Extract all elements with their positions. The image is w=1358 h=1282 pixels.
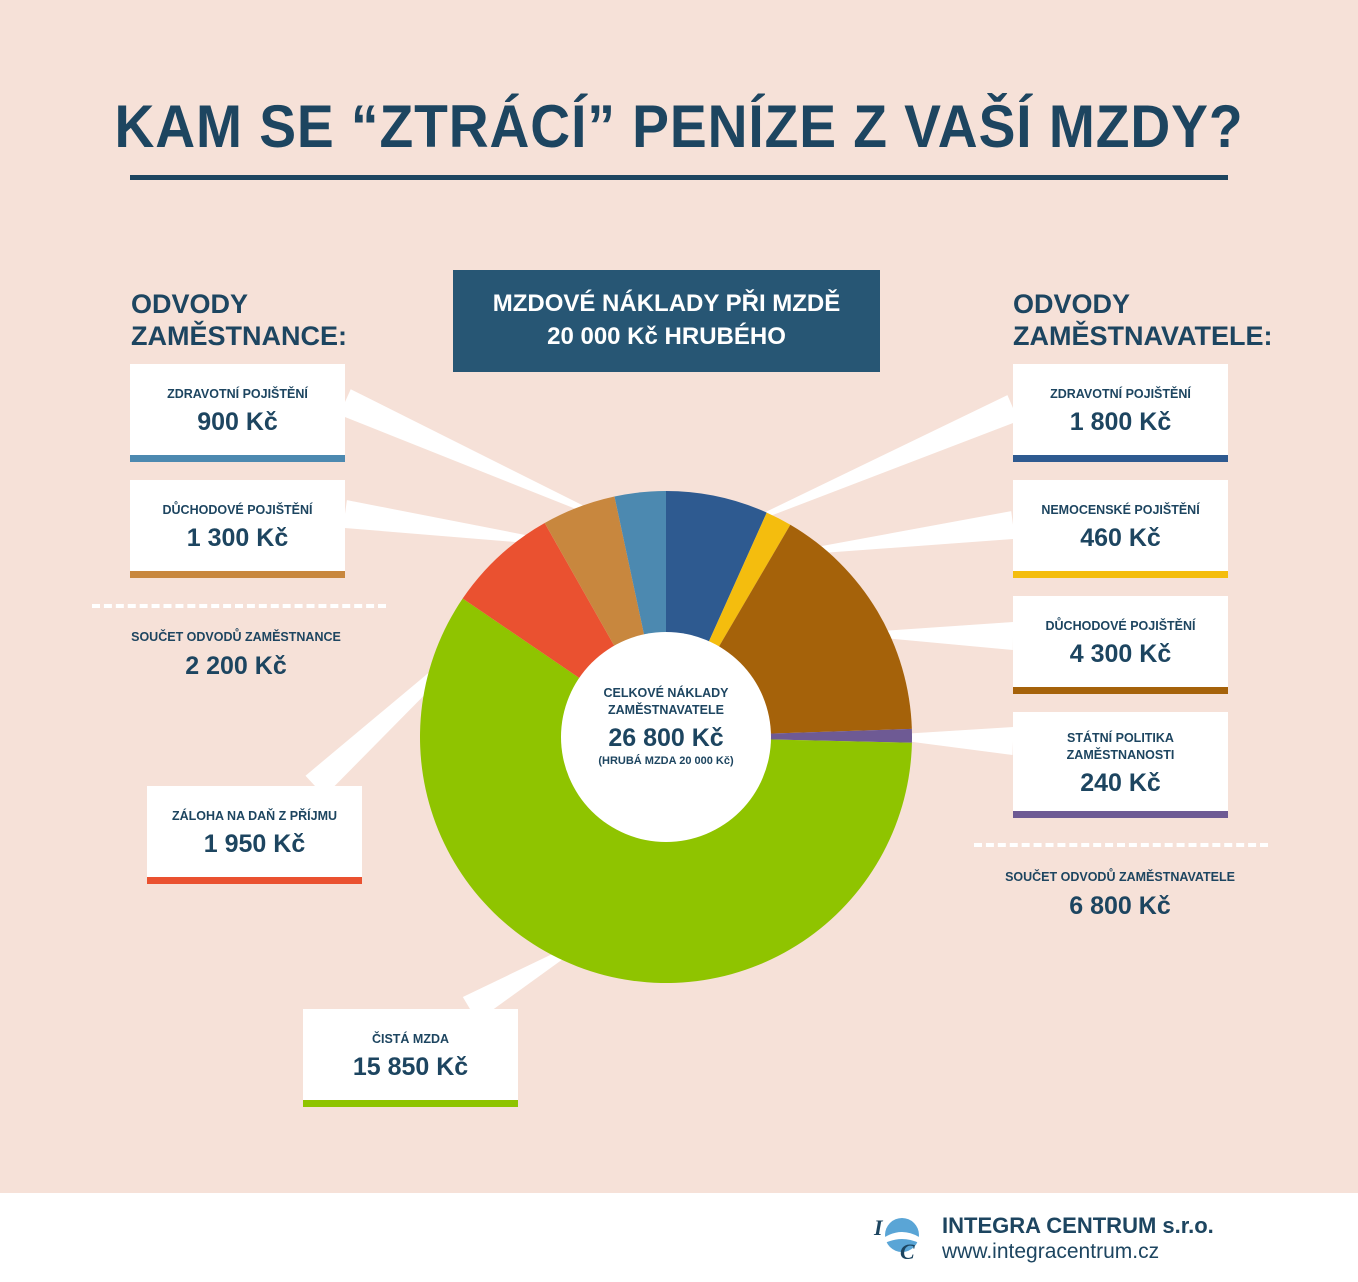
- card-value: 1 300 Kč: [186, 524, 289, 552]
- employee-section-title: ODVODY ZAMĚSTNANCE:: [131, 288, 347, 352]
- employer-sum-label: SOUČET ODVODŮ ZAMĚSTNAVATELE: [1005, 870, 1235, 884]
- employer-section-title: ODVODY ZAMĚSTNAVATELE:: [1013, 288, 1272, 352]
- company-website[interactable]: www.integracentrum.cz: [942, 1240, 1160, 1263]
- wage-cost-header-box: MZDOVÉ NÁKLADY PŘI MZDĚ 20 000 Kč HRUBÉH…: [453, 270, 880, 372]
- card-employer-employment-policy: STÁTNÍ POLITIKA ZAMĚSTNANOSTI 240 Kč: [1013, 712, 1228, 818]
- card-value: 240 Kč: [1080, 769, 1161, 797]
- center-label: CELKOVÉ NÁKLADY ZAMĚSTNAVATELE: [566, 685, 766, 719]
- employee-sum-divider: [92, 604, 386, 608]
- slice-er-employment: [666, 728, 912, 743]
- logo-letter-c: C: [900, 1239, 915, 1263]
- card-label: ZDRAVOTNÍ POJIŠTĚNÍ: [167, 387, 308, 401]
- wage-donut-chart: [305, 389, 1019, 1022]
- card-employee-health: ZDRAVOTNÍ POJIŠTĚNÍ 900 Kč: [130, 364, 345, 462]
- employer-title-line2: ZAMĚSTNAVATELE:: [1013, 321, 1273, 351]
- card-label: STÁTNÍ POLITIKA: [1067, 731, 1174, 745]
- employee-title-line1: ODVODY: [131, 289, 249, 319]
- card-color-bar: [1013, 811, 1228, 818]
- logo-letter-i: I: [873, 1215, 884, 1240]
- card-value: 460 Kč: [1080, 524, 1161, 552]
- center-total-value: 26 800 Kč: [608, 724, 724, 752]
- card-label: ZDRAVOTNÍ POJIŠTĚNÍ: [1050, 387, 1191, 401]
- card-color-bar: [130, 455, 345, 462]
- card-color-bar: [147, 877, 362, 884]
- footer: [0, 1193, 1358, 1282]
- card-label: NEMOCENSKÉ POJIŠTĚNÍ: [1041, 503, 1200, 517]
- card-income-tax: ZÁLOHA NA DAŇ Z PŘÍJMU 1 950 Kč: [147, 786, 362, 884]
- card-value: 900 Kč: [197, 408, 278, 436]
- card-employer-sickness: NEMOCENSKÉ POJIŠTĚNÍ 460 Kč: [1013, 480, 1228, 578]
- card-value: 1 950 Kč: [203, 830, 306, 858]
- card-color-bar: [1013, 571, 1228, 578]
- card-label: ZÁLOHA NA DAŇ Z PŘÍJMU: [171, 809, 338, 823]
- center-note: (HRUBÁ MZDA 20 000 Kč): [598, 755, 734, 767]
- card-color-bar: [1013, 455, 1228, 462]
- card-employer-pension: DŮCHODOVÉ POJIŠTĚNÍ 4 300 Kč: [1013, 596, 1228, 694]
- header-box-line2: 20 000 Kč HRUBÉHO: [547, 323, 786, 350]
- pointer-er-pension: [839, 622, 1014, 650]
- card-value: 15 850 Kč: [352, 1053, 469, 1081]
- card-label-line2: ZAMĚSTNANOSTI: [1066, 748, 1175, 762]
- center-label-line1: CELKOVÉ NÁKLADY: [603, 686, 729, 700]
- page-title: KAM SE “ZTRÁCÍ” PENÍZE Z VAŠÍ MZDY?: [114, 93, 1244, 160]
- title-underline: [130, 175, 1228, 180]
- employer-sum-divider: [974, 843, 1268, 847]
- company-name: INTEGRA CENTRUM s.r.o.: [942, 1213, 1214, 1238]
- card-value: 1 800 Kč: [1069, 408, 1172, 436]
- card-employee-pension: DŮCHODOVÉ POJIŠTĚNÍ 1 300 Kč: [130, 480, 345, 578]
- card-label: ČISTÁ MZDA: [371, 1032, 450, 1046]
- center-label-line2: ZAMĚSTNAVATELE: [608, 703, 724, 717]
- card-net-wage: ČISTÁ MZDA 15 850 Kč: [303, 1009, 518, 1107]
- pointer-emp-health: [339, 389, 645, 537]
- card-employer-health: ZDRAVOTNÍ POJIŠTĚNÍ 1 800 Kč: [1013, 364, 1228, 462]
- employer-sum-value: 6 800 Kč: [1069, 892, 1171, 920]
- card-label: DŮCHODOVÉ POJIŠTĚNÍ: [162, 503, 313, 517]
- pointer-er-health: [708, 395, 1019, 540]
- integra-centrum-logo: I C: [873, 1215, 919, 1263]
- card-value: 4 300 Kč: [1069, 640, 1172, 668]
- employee-sum-value: 2 200 Kč: [185, 652, 287, 680]
- pointer-er-sickness: [758, 511, 1015, 558]
- employer-title-line1: ODVODY: [1013, 289, 1131, 319]
- header-box-line1: MZDOVÉ NÁKLADY PŘI MZDĚ: [492, 290, 841, 317]
- donut-hole: [561, 632, 771, 842]
- employee-title-line2: ZAMĚSTNANCE:: [131, 321, 347, 351]
- card-color-bar: [1013, 687, 1228, 694]
- card-label: DŮCHODOVÉ POJIŠTĚNÍ: [1045, 619, 1196, 633]
- card-color-bar: [130, 571, 345, 578]
- card-color-bar: [303, 1100, 518, 1107]
- employee-sum-label: SOUČET ODVODŮ ZAMĚSTNANCE: [131, 630, 341, 644]
